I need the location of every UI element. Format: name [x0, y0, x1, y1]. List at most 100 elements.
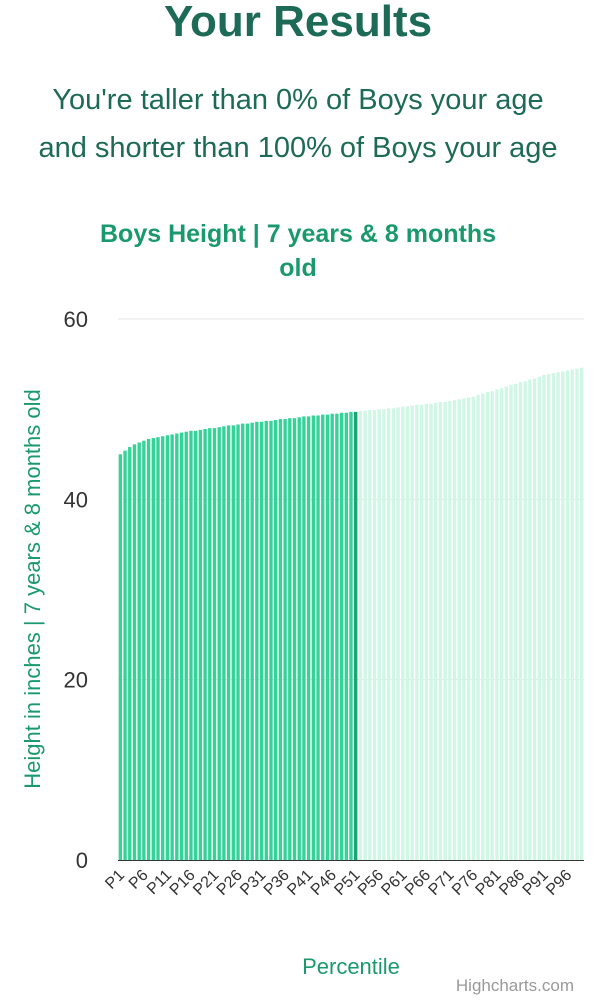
bar-p22[interactable] [217, 427, 221, 860]
bar-p39[interactable] [297, 417, 301, 860]
bar-p66[interactable] [424, 403, 429, 860]
bar-p74[interactable] [462, 398, 466, 860]
bar-p76[interactable] [471, 396, 476, 860]
bar-p28[interactable] [245, 423, 250, 860]
bar-p8[interactable] [151, 438, 155, 860]
bar-p51[interactable] [354, 411, 358, 860]
bar-p64[interactable] [415, 404, 419, 860]
bar-p86[interactable] [518, 382, 523, 860]
bar-p15[interactable] [184, 431, 188, 860]
bar-p4[interactable] [132, 444, 137, 860]
bar-p26[interactable] [236, 424, 240, 861]
bar-p87[interactable] [523, 381, 527, 860]
bar-p98[interactable] [575, 368, 579, 860]
bar-p6[interactable] [142, 440, 146, 860]
bar-p95[interactable] [561, 371, 565, 860]
bar-p36[interactable] [283, 419, 287, 860]
bar-p97[interactable] [570, 369, 574, 860]
bar-p78[interactable] [481, 393, 485, 860]
bar-p11[interactable] [165, 435, 170, 860]
bar-p31[interactable] [259, 421, 264, 860]
bar-p93[interactable] [551, 373, 556, 860]
bar-p21[interactable] [212, 428, 217, 860]
bar-p80[interactable] [490, 391, 494, 860]
bar-p2[interactable] [123, 450, 127, 860]
bar-p61[interactable] [401, 406, 405, 860]
bar-p33[interactable] [269, 420, 273, 860]
bar-p94[interactable] [556, 372, 560, 860]
bar-p38[interactable] [292, 418, 297, 860]
bar-p25[interactable] [231, 425, 236, 860]
bar-p54[interactable] [368, 410, 372, 860]
bar-p63[interactable] [410, 405, 414, 860]
bar-p81[interactable] [495, 389, 499, 860]
bar-p13[interactable] [175, 433, 179, 860]
highcharts-credits[interactable]: Highcharts.com [456, 976, 574, 995]
bar-p14[interactable] [179, 432, 184, 860]
bar-p62[interactable] [405, 406, 410, 860]
bar-p47[interactable] [335, 413, 339, 860]
bar-p59[interactable] [391, 408, 396, 860]
bar-p1[interactable] [118, 454, 123, 860]
bar-p27[interactable] [241, 423, 245, 860]
bar-p43[interactable] [316, 415, 320, 860]
bar-p85[interactable] [514, 383, 518, 860]
bar-p82[interactable] [499, 388, 504, 860]
bar-p57[interactable] [382, 409, 386, 860]
bar-p88[interactable] [528, 379, 532, 860]
bar-p44[interactable] [321, 414, 325, 860]
bar-p20[interactable] [208, 428, 212, 860]
bar-p67[interactable] [429, 403, 433, 860]
bar-p19[interactable] [203, 429, 207, 860]
bar-p10[interactable] [161, 436, 165, 860]
bar-p29[interactable] [250, 422, 254, 860]
bar-p23[interactable] [222, 426, 226, 860]
bar-p92[interactable] [547, 374, 551, 860]
bar-p53[interactable] [363, 410, 367, 860]
bar-p71[interactable] [448, 401, 452, 860]
bar-p41[interactable] [306, 416, 311, 860]
bar-p37[interactable] [288, 418, 292, 860]
bar-p40[interactable] [302, 416, 306, 860]
bar-p30[interactable] [255, 421, 259, 860]
bar-p83[interactable] [504, 386, 509, 861]
bar-p73[interactable] [457, 399, 461, 860]
bar-p90[interactable] [537, 376, 541, 860]
bar-p49[interactable] [344, 412, 348, 860]
bar-p35[interactable] [278, 419, 283, 860]
bar-p48[interactable] [339, 412, 344, 860]
bar-p12[interactable] [170, 434, 174, 860]
bar-p65[interactable] [419, 404, 424, 860]
bar-p17[interactable] [193, 430, 198, 860]
bar-p3[interactable] [128, 447, 132, 860]
bar-p99[interactable] [579, 367, 584, 860]
bar-p60[interactable] [396, 407, 400, 860]
bar-p52[interactable] [358, 410, 363, 860]
bar-p7[interactable] [146, 438, 151, 860]
bar-p84[interactable] [509, 384, 513, 860]
bar-p55[interactable] [372, 410, 377, 860]
bar-p89[interactable] [532, 378, 537, 860]
bar-p69[interactable] [438, 401, 443, 860]
bar-p32[interactable] [264, 420, 268, 860]
bar-p16[interactable] [189, 430, 193, 860]
bar-p24[interactable] [226, 425, 231, 860]
bar-p45[interactable] [325, 414, 330, 860]
bar-p75[interactable] [466, 397, 471, 860]
bar-p68[interactable] [434, 402, 438, 860]
bar-p9[interactable] [156, 437, 160, 860]
bar-p50[interactable] [349, 411, 353, 860]
bar-p42[interactable] [311, 415, 316, 860]
bar-p72[interactable] [452, 400, 457, 860]
bar-p46[interactable] [330, 413, 334, 860]
bar-p91[interactable] [542, 374, 546, 860]
bar-p5[interactable] [137, 442, 141, 860]
bar-p70[interactable] [443, 401, 447, 860]
bar-p18[interactable] [198, 429, 203, 860]
bar-p34[interactable] [273, 419, 278, 860]
bar-p79[interactable] [485, 392, 490, 860]
bar-p58[interactable] [386, 408, 391, 860]
bar-p96[interactable] [565, 370, 570, 860]
bar-p56[interactable] [377, 409, 381, 860]
bar-p77[interactable] [476, 394, 480, 860]
